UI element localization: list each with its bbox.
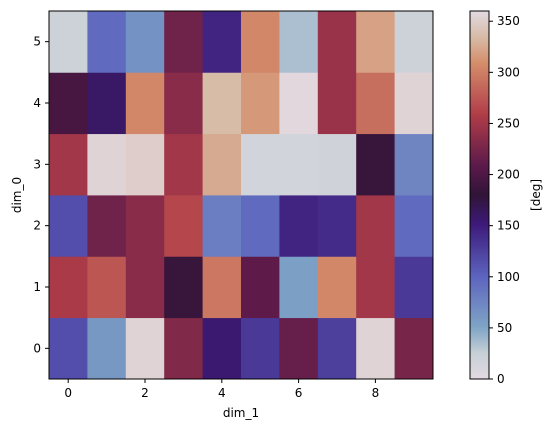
heatmap-cells xyxy=(49,11,434,380)
heatmap-cell xyxy=(279,11,319,73)
heatmap-cell xyxy=(394,195,434,257)
heatmap-cell xyxy=(279,133,319,196)
heatmap-cell xyxy=(49,72,88,135)
y-tick-label: 2 xyxy=(33,219,41,233)
heatmap-cell xyxy=(164,256,203,319)
heatmap-cell xyxy=(279,72,319,135)
heatmap-cell xyxy=(394,72,434,135)
heatmap-cell xyxy=(87,317,127,380)
colorbar-ticks: 0 50 100 150 200 250 300 350 xyxy=(489,14,520,386)
heatmap-cell xyxy=(394,11,434,73)
heatmap-cell xyxy=(394,256,434,319)
x-tick-label: 8 xyxy=(372,386,380,400)
y-axis-ticks: 0 1 2 3 4 5 xyxy=(33,35,49,355)
heatmap-cell xyxy=(202,11,242,73)
x-tick-label: 6 xyxy=(295,386,303,400)
heatmap-cell xyxy=(356,72,395,135)
heatmap-cell xyxy=(241,317,280,380)
colorbar-tick-label: 300 xyxy=(497,65,520,79)
heatmap-cell xyxy=(125,195,165,257)
colorbar-tick-label: 0 xyxy=(497,372,505,386)
heatmap-cell xyxy=(356,195,395,257)
heatmap-cell xyxy=(125,133,165,196)
heatmap-cell xyxy=(317,317,357,380)
heatmap-cell xyxy=(317,133,357,196)
heatmap-cell xyxy=(49,195,88,257)
heatmap-cell xyxy=(87,11,127,73)
heatmap-cell xyxy=(356,256,395,319)
colorbar-tick-label: 350 xyxy=(497,14,520,28)
x-axis-ticks: 0 2 4 6 8 xyxy=(64,379,379,400)
plot-frame xyxy=(48,10,434,380)
x-axis-label: dim_1 xyxy=(223,406,259,420)
x-tick-label: 4 xyxy=(218,386,226,400)
colorbar-tick-label: 200 xyxy=(497,168,520,182)
colorbar-label: [deg] xyxy=(529,179,543,211)
y-tick-label: 4 xyxy=(33,96,41,110)
heatmap-cell xyxy=(87,72,127,135)
heatmap-cell xyxy=(49,317,88,380)
y-tick-label: 5 xyxy=(33,35,41,49)
colorbar xyxy=(469,10,490,380)
heatmap-cell xyxy=(164,11,203,73)
heatmap-cell xyxy=(164,72,203,135)
x-tick-label: 0 xyxy=(64,386,72,400)
heatmap-cell xyxy=(164,317,203,380)
heatmap-cell xyxy=(49,133,88,196)
colorbar-tick-label: 50 xyxy=(497,321,512,335)
heatmap-cell xyxy=(241,195,280,257)
heatmap-cell xyxy=(317,11,357,73)
heatmap-cell xyxy=(356,11,395,73)
y-tick-label: 1 xyxy=(33,280,41,294)
heatmap-cell xyxy=(202,195,242,257)
y-tick-label: 3 xyxy=(33,157,41,171)
heatmap-cell xyxy=(87,256,127,319)
x-tick-label: 2 xyxy=(141,386,149,400)
heatmap-cell xyxy=(202,256,242,319)
heatmap-cell xyxy=(356,133,395,196)
colorbar-tick-label: 150 xyxy=(497,219,520,233)
heatmap-cell xyxy=(279,256,319,319)
heatmap-cell xyxy=(317,72,357,135)
heatmap-cell xyxy=(125,317,165,380)
heatmap-cell xyxy=(87,133,127,196)
heatmap-cell xyxy=(202,133,242,196)
heatmap-cell xyxy=(164,133,203,196)
heatmap-cell xyxy=(279,195,319,257)
heatmap-cell xyxy=(317,195,357,257)
colorbar-tick-label: 100 xyxy=(497,270,520,284)
y-axis-label: dim_0 xyxy=(10,177,24,213)
heatmap-cell xyxy=(394,133,434,196)
heatmap-cell xyxy=(87,195,127,257)
heatmap-cell xyxy=(125,11,165,73)
heatmap-cell xyxy=(241,256,280,319)
heatmap-cell xyxy=(202,72,242,135)
heatmap-cell xyxy=(202,317,242,380)
heatmap-cell xyxy=(125,72,165,135)
heatmap-cell xyxy=(279,317,319,380)
heatmap-cell xyxy=(241,133,280,196)
colorbar-tick-label: 250 xyxy=(497,116,520,130)
heatmap-cell xyxy=(356,317,395,380)
heatmap-cell xyxy=(125,256,165,319)
heatmap-cell xyxy=(241,72,280,135)
heatmap-cell xyxy=(49,11,88,73)
heatmap-cell xyxy=(49,256,88,319)
heatmap-cell xyxy=(241,11,280,73)
y-tick-label: 0 xyxy=(33,341,41,355)
heatmap-cell xyxy=(394,317,434,380)
heatmap-cell xyxy=(317,256,357,319)
heatmap-cell xyxy=(164,195,203,257)
